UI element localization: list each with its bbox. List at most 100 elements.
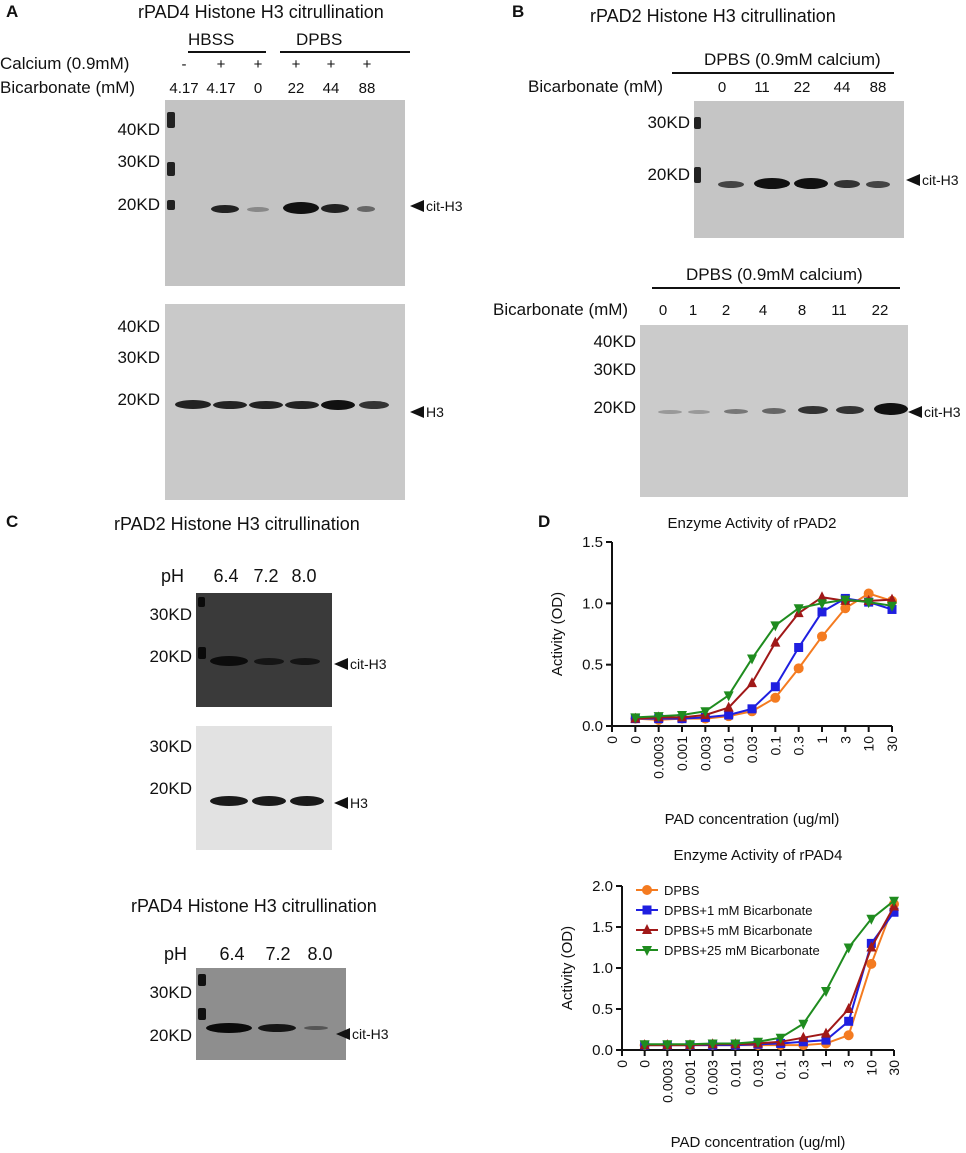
band-lane-2 <box>211 205 239 213</box>
arrow-label: cit-H3 <box>426 198 463 214</box>
panel-b-bottom-bicarbonate-label: Bicarbonate (mM) <box>493 300 629 319</box>
data-point <box>843 1030 854 1041</box>
ladder-band <box>167 162 175 176</box>
panel-b-bottom-cit-h3-arrow: cit-H3 <box>908 404 961 420</box>
y-tick-label: 0.0 <box>592 1042 613 1059</box>
marker-30kd: 30KD <box>149 983 192 1002</box>
band-lane-6 <box>359 401 389 409</box>
data-point <box>794 642 804 652</box>
data-point <box>747 704 757 714</box>
data-point <box>843 1003 854 1013</box>
marker-30kd: 30KD <box>117 348 160 367</box>
ladder-band <box>694 117 701 129</box>
panel-label-a: A <box>6 2 19 21</box>
band-lane-2 <box>688 410 710 414</box>
ph-value: 6.4 <box>219 944 245 964</box>
data-point <box>863 598 874 609</box>
panel-b-top-header: DPBS (0.9mM calcium) <box>704 50 881 69</box>
ladder-band <box>167 200 175 210</box>
panel-c-blot-3 <box>196 968 346 1060</box>
chart-title: Enzyme Activity of rPAD2 <box>668 515 837 532</box>
data-point <box>798 1019 809 1030</box>
bicarbonate-value: 4.17 <box>206 80 236 97</box>
data-point <box>653 712 664 723</box>
band-lane-2 <box>258 1024 296 1032</box>
ladder-band <box>694 167 701 183</box>
panel-a-group-dpbs: DPBS <box>296 30 343 49</box>
band-lane-1 <box>206 1023 252 1033</box>
panel-c-blot1-arrow: cit-H3 <box>334 656 387 672</box>
arrow-label: cit-H3 <box>352 1026 389 1042</box>
data-point <box>770 692 781 703</box>
marker-40kd: 40KD <box>117 120 160 139</box>
band-lane-6 <box>357 206 375 212</box>
marker-40kd: 40KD <box>117 317 160 336</box>
arrow-label: cit-H3 <box>924 404 961 420</box>
arrow-label: H3 <box>426 404 444 420</box>
data-point <box>887 601 897 612</box>
data-point <box>866 958 877 969</box>
panel-b-bottom-rule <box>652 287 900 289</box>
marker-30kd: 30KD <box>149 605 192 624</box>
band-lane-1 <box>658 410 682 414</box>
panel-b-top-bicarbonate-label: Bicarbonate (mM) <box>528 77 664 96</box>
panel-label-b: B <box>512 2 525 21</box>
data-point <box>821 986 831 997</box>
band-lane-5 <box>866 181 890 188</box>
band-lane-5 <box>321 400 355 410</box>
x-tick-label: 30 <box>886 1060 902 1076</box>
data-point <box>798 1031 809 1042</box>
marker-30kd: 30KD <box>117 152 160 171</box>
panel-c-ph-label-2: pH <box>164 944 188 964</box>
bicarbonate-value: 22 <box>871 302 889 319</box>
bicarbonate-value: 8 <box>797 302 807 319</box>
marker-20kd: 20KD <box>149 1026 192 1045</box>
ph-value: 7.2 <box>253 566 279 586</box>
panel-a-cit-h3-arrow: cit-H3 <box>410 198 463 214</box>
panel-a-h3-arrow: H3 <box>410 404 444 420</box>
bicarbonate-value: 22 <box>287 80 305 97</box>
marker-20kd: 20KD <box>117 390 160 409</box>
ladder-band <box>198 647 206 659</box>
y-tick-label: 0.5 <box>582 657 603 674</box>
x-tick-label: 0.001 <box>682 1060 698 1095</box>
x-tick-label: 1 <box>818 1060 834 1068</box>
band-lane-1 <box>175 400 211 409</box>
bicarbonate-value: 11 <box>754 79 770 96</box>
band-lane-7 <box>874 403 908 415</box>
chart-rpad2-activity: Enzyme Activity of rPAD2 0.0 0.5 1.0 1.5 0 0 0.… <box>549 515 900 828</box>
data-point <box>889 907 899 917</box>
bicarbonate-value: 0 <box>658 302 668 319</box>
band-lane-3 <box>724 409 748 414</box>
x-tick-label: 10 <box>863 1060 879 1076</box>
calcium-value: + <box>326 56 336 73</box>
x-axis-label: PAD concentration (ug/ml) <box>671 1134 846 1151</box>
panel-c-blot3-arrow: cit-H3 <box>336 1026 389 1042</box>
data-point <box>642 905 652 915</box>
marker-30kd: 30KD <box>593 360 636 379</box>
bicarbonate-value: 88 <box>869 79 887 96</box>
data-point <box>770 682 780 692</box>
data-point <box>798 1037 808 1047</box>
x-tick-label: 0.03 <box>744 736 760 763</box>
panel-a-calcium-label: Calcium (0.9mM) <box>0 54 130 73</box>
bicarbonate-value: 4 <box>758 302 768 319</box>
x-tick-label: 0 <box>614 1060 630 1068</box>
series-line <box>644 899 895 1046</box>
calcium-value: + <box>216 56 226 73</box>
band-lane-2 <box>252 796 286 806</box>
panel-a-group-hbss: HBSS <box>188 30 235 49</box>
y-tick-label: 1.0 <box>582 595 603 612</box>
x-tick-label: 0.003 <box>705 1060 721 1095</box>
panel-c-blot-2 <box>196 726 332 850</box>
x-tick-label: 0.0003 <box>659 1060 675 1103</box>
calcium-value: + <box>253 56 263 73</box>
data-point <box>685 1040 695 1051</box>
data-point <box>770 636 781 647</box>
chart-title: Enzyme Activity of rPAD4 <box>674 847 843 864</box>
panel-label-d: D <box>538 512 551 531</box>
series-line <box>635 597 893 720</box>
y-axis-label: Activity (OD) <box>549 592 566 676</box>
marker-40kd: 40KD <box>593 332 636 351</box>
calcium-value: - <box>181 56 187 73</box>
